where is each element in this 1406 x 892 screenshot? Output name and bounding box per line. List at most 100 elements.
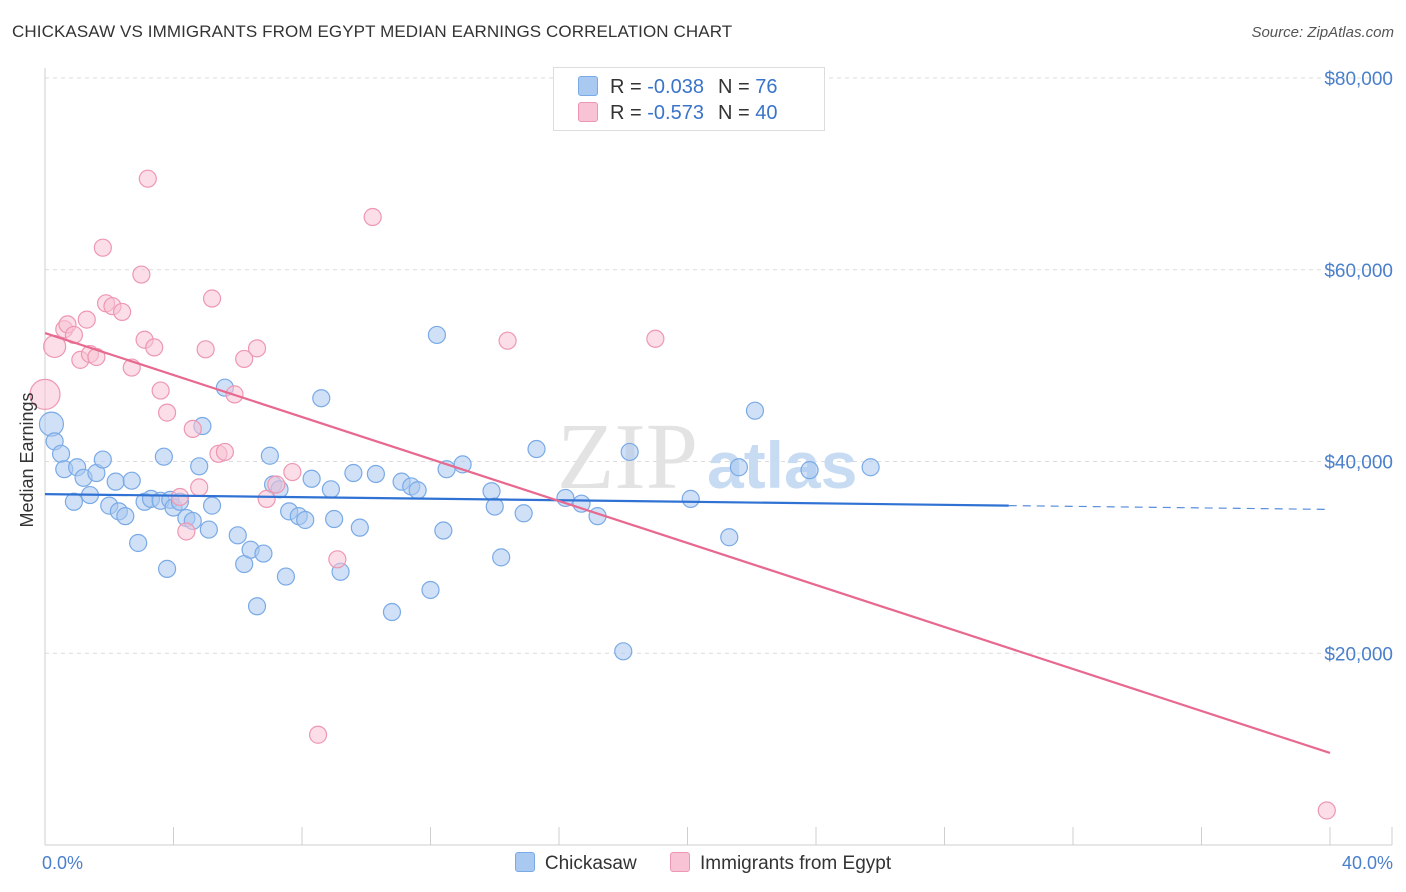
data-point (87, 347, 106, 367)
data-point (77, 310, 96, 329)
data-point (129, 533, 148, 553)
data-point (254, 544, 273, 563)
data-point (64, 492, 84, 511)
n-label: N = (717, 76, 750, 98)
data-point (527, 439, 546, 459)
data-point (296, 510, 315, 530)
data-point (122, 471, 141, 490)
source-label: Source: ZipAtlas.com (1251, 24, 1394, 41)
data-point (681, 489, 700, 508)
data-point (861, 458, 880, 477)
r-value: -0.038 (647, 76, 704, 98)
y-tick-label: $20,000 (1324, 644, 1393, 665)
data-point (29, 378, 61, 410)
data-point (93, 238, 112, 257)
r-label: R = (610, 76, 642, 98)
legend-swatch-egypt (670, 852, 691, 872)
data-point (427, 325, 447, 345)
data-point (247, 597, 267, 616)
data-point (157, 403, 177, 422)
data-point (260, 446, 279, 465)
data-point (151, 381, 170, 400)
data-point (408, 481, 427, 500)
data-point (614, 642, 633, 661)
data-point (157, 559, 177, 578)
series-legend: Chickasaw Immigrants from Egypt (0, 852, 1406, 875)
data-point (196, 340, 215, 359)
r-label: R = (610, 102, 642, 124)
data-point (247, 339, 267, 358)
data-point (215, 442, 234, 462)
data-point (328, 550, 347, 569)
data-point (492, 548, 511, 567)
data-point (235, 349, 254, 369)
data-point (38, 411, 65, 437)
data-point (112, 302, 132, 322)
data-point (257, 489, 276, 508)
legend-label: Immigrants from Egypt (700, 853, 892, 874)
trend-line (44, 331, 1331, 755)
legend-swatch-chickasaw (514, 852, 535, 872)
data-point (344, 463, 363, 483)
axes (44, 68, 1393, 846)
data-point (93, 450, 112, 469)
x-tick-label: 40.0% (1342, 853, 1393, 873)
data-point (202, 496, 222, 515)
trend-line-extension (1008, 505, 1331, 511)
data-point (1317, 801, 1336, 820)
legend-swatch-egypt (578, 102, 598, 122)
y-axis-title: Median Earnings (17, 392, 37, 527)
data-point (646, 329, 665, 348)
data-point (620, 442, 639, 462)
data-point (382, 602, 402, 622)
data-point (51, 444, 71, 463)
data-point (321, 480, 341, 499)
data-point (302, 469, 321, 488)
data-point (177, 522, 196, 541)
data-point (170, 487, 190, 507)
data-point (363, 207, 382, 227)
data-point (267, 475, 286, 494)
chart-title: CHICKASAW VS IMMIGRANTS FROM EGYPT MEDIA… (12, 22, 733, 41)
data-point (145, 338, 164, 357)
data-point (729, 458, 749, 477)
data-point (132, 265, 151, 284)
axis-labels: $20,000 $40,000 $60,000 $80,000 0.0% 40.0% Med… (17, 69, 1393, 873)
data-point (482, 482, 501, 501)
data-point (498, 331, 517, 350)
y-tick-label: $60,000 (1324, 261, 1393, 282)
data-point (308, 725, 328, 744)
legend-item-egypt: Immigrants from Egypt (670, 852, 891, 875)
data-point (154, 447, 173, 466)
data-point (138, 169, 157, 188)
data-point (514, 504, 533, 523)
data-point (366, 464, 385, 484)
n-value: 40 (755, 102, 778, 124)
correlation-legend: R = -0.038 N = 76 R = -0.573 N = 40 (553, 67, 825, 131)
data-point (190, 457, 209, 476)
data-point (106, 472, 125, 491)
data-point (116, 507, 135, 526)
data-point (485, 497, 504, 516)
y-tick-label: $40,000 (1324, 453, 1393, 474)
data-point (350, 518, 369, 537)
data-point (183, 419, 202, 439)
data-point (190, 478, 209, 497)
data-point (325, 509, 344, 529)
data-point (199, 520, 218, 539)
legend-row-egypt: R = -0.573 N = 40 (578, 102, 777, 128)
watermark: ZIP atlas (557, 405, 857, 509)
data-point (800, 461, 819, 480)
data-point (720, 528, 739, 547)
n-label: N = (717, 102, 750, 124)
data-point (228, 526, 247, 545)
legend-label: Chickasaw (544, 853, 637, 874)
n-value: 76 (755, 76, 778, 98)
data-point (283, 462, 302, 482)
y-tick-label: $80,000 (1324, 69, 1393, 90)
data-point (202, 289, 222, 308)
watermark-atlas: atlas (707, 428, 857, 502)
data-point (434, 521, 453, 540)
legend-row-chickasaw: R = -0.038 N = 76 (578, 76, 777, 102)
